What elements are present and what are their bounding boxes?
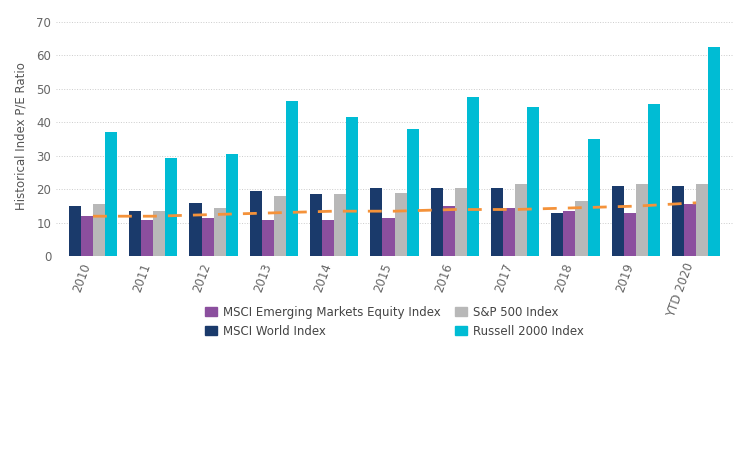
Bar bbox=[515, 184, 527, 256]
Bar bbox=[201, 218, 214, 256]
Bar bbox=[551, 213, 563, 256]
Y-axis label: Historical Index P/E Ratio: Historical Index P/E Ratio bbox=[15, 62, 28, 210]
Bar bbox=[612, 186, 624, 256]
Bar bbox=[214, 208, 226, 256]
Bar bbox=[672, 186, 684, 256]
Bar bbox=[310, 194, 322, 256]
Bar bbox=[431, 188, 443, 256]
Bar bbox=[346, 117, 358, 256]
Bar bbox=[636, 184, 648, 256]
Bar bbox=[226, 154, 238, 256]
Bar bbox=[648, 104, 660, 256]
Bar bbox=[588, 139, 600, 256]
Legend: MSCI Emerging Markets Equity Index, MSCI World Index, S&P 500 Index, Russell 200: MSCI Emerging Markets Equity Index, MSCI… bbox=[200, 301, 589, 342]
Bar bbox=[81, 216, 93, 256]
Bar bbox=[322, 219, 334, 256]
Bar bbox=[503, 208, 515, 256]
Bar bbox=[443, 206, 455, 256]
Bar bbox=[575, 201, 588, 256]
Bar bbox=[129, 211, 141, 256]
Bar bbox=[696, 184, 708, 256]
Bar bbox=[394, 193, 407, 256]
Bar bbox=[105, 132, 117, 256]
Bar bbox=[165, 158, 177, 256]
Bar bbox=[491, 188, 503, 256]
Bar bbox=[274, 196, 286, 256]
Bar bbox=[286, 101, 298, 256]
Bar bbox=[467, 97, 479, 256]
Bar bbox=[708, 47, 720, 256]
Bar bbox=[262, 219, 274, 256]
Bar bbox=[527, 107, 539, 256]
Bar bbox=[93, 205, 105, 256]
Bar bbox=[189, 203, 201, 256]
Bar bbox=[153, 211, 165, 256]
Bar bbox=[407, 129, 419, 256]
Bar bbox=[334, 194, 346, 256]
Bar bbox=[370, 188, 382, 256]
Bar bbox=[141, 219, 153, 256]
Bar bbox=[455, 188, 467, 256]
Bar bbox=[563, 211, 575, 256]
Bar bbox=[684, 205, 696, 256]
Bar bbox=[69, 206, 81, 256]
Bar bbox=[250, 191, 262, 256]
Bar bbox=[624, 213, 636, 256]
Bar bbox=[382, 218, 394, 256]
